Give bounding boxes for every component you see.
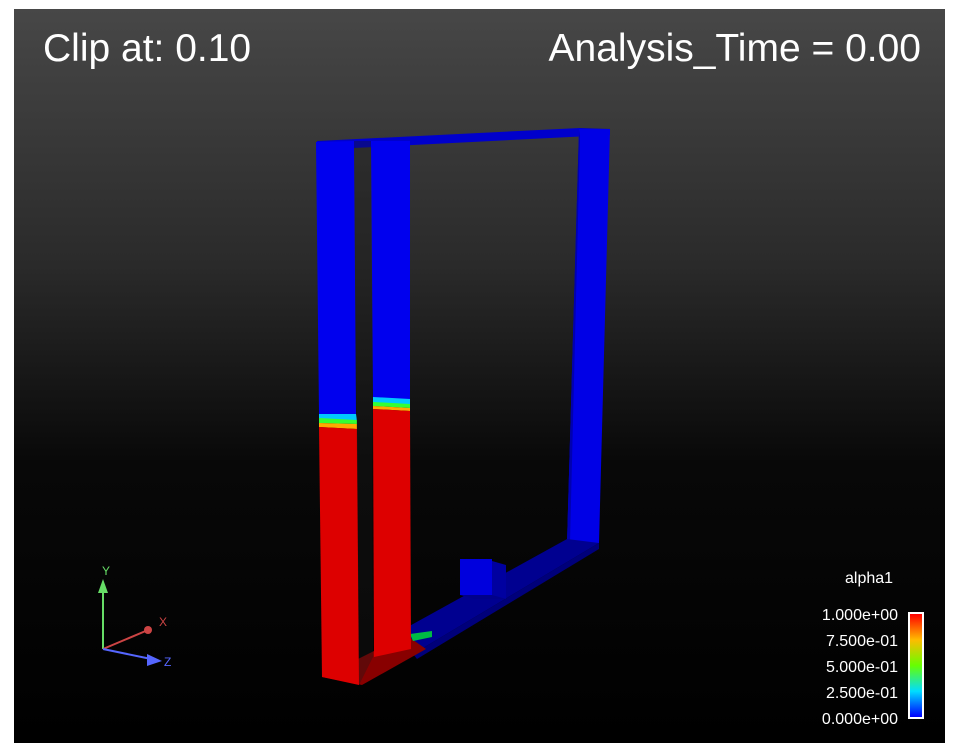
axis-y-arrow — [98, 579, 108, 593]
right-column — [567, 129, 610, 543]
scene-geometry: Y X Z — [98, 128, 610, 685]
axis-x-arrow — [144, 626, 152, 634]
legend-tick: 2.500e-01 — [825, 685, 898, 702]
left-column-water — [319, 427, 359, 685]
left-column-air — [316, 141, 356, 414]
legend-tick: 5.000e-01 — [825, 659, 898, 676]
legend-tick: 7.500e-01 — [825, 633, 898, 650]
middle-column-water — [373, 409, 411, 657]
obstacle-box — [460, 559, 492, 595]
clip-label: Clip at: 0.10 — [43, 27, 252, 70]
axis-z-arrow — [147, 654, 162, 666]
legend-title: alpha1 — [845, 570, 894, 587]
legend-tick: 1.000e+00 — [821, 607, 898, 624]
middle-column-air — [371, 141, 410, 401]
axis-x-label: X — [159, 615, 167, 629]
axis-y-label: Y — [102, 564, 110, 578]
legend-tick: 0.000e+00 — [821, 711, 898, 728]
analysis-time-label: Analysis_Time = 0.00 — [548, 27, 921, 70]
axis-x-line — [102, 629, 149, 650]
colorbar — [908, 612, 924, 719]
axis-z-label: Z — [164, 655, 171, 669]
render-viewport[interactable]: Y X Z Clip at: 0.10 Analysis_Time = 0.00… — [14, 9, 945, 743]
